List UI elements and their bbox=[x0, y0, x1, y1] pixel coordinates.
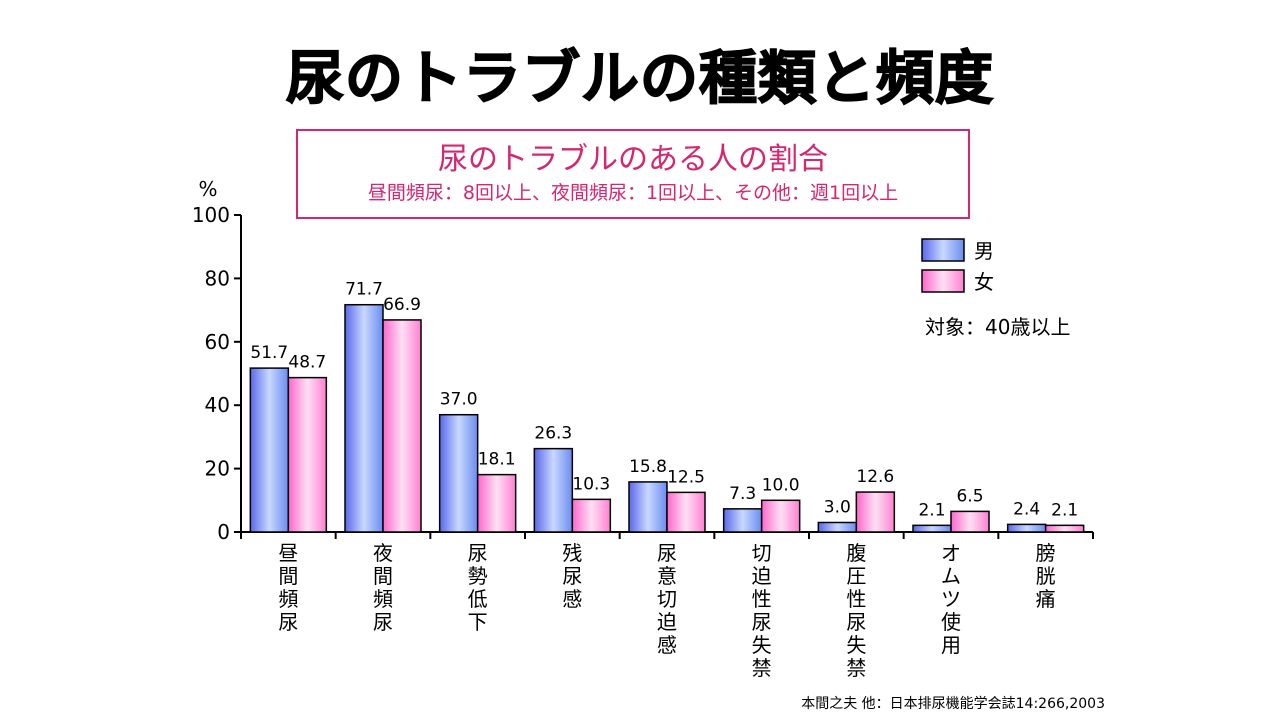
category-label-char: 痛 bbox=[1036, 587, 1056, 611]
data-label-female: 12.5 bbox=[667, 467, 705, 487]
data-label-male: 15.8 bbox=[629, 457, 667, 477]
category-label-char: 尿 bbox=[752, 610, 772, 634]
y-tick-label: 0 bbox=[217, 520, 230, 544]
category-label-char: 尿 bbox=[468, 541, 488, 565]
bar-female bbox=[571, 498, 612, 533]
data-label-male: 71.7 bbox=[345, 280, 383, 300]
category-label-char: 膀 bbox=[1036, 541, 1056, 565]
category-label-char: 性 bbox=[846, 587, 866, 611]
bar-male bbox=[533, 447, 574, 533]
data-label-female: 10.3 bbox=[572, 474, 610, 494]
category-label-char: オ bbox=[941, 541, 961, 565]
category-label-char: 間 bbox=[373, 564, 393, 588]
category-label-char: 失 bbox=[846, 633, 866, 657]
y-tick-label: 80 bbox=[205, 266, 230, 290]
bar-female bbox=[287, 376, 328, 533]
bar-female bbox=[760, 499, 801, 533]
category-label-char: 迫 bbox=[752, 564, 772, 588]
category-label-char: 感 bbox=[657, 633, 677, 657]
page-title: 尿のトラブルの種類と頻度 bbox=[285, 43, 994, 113]
y-tick-label: 20 bbox=[205, 457, 230, 481]
bar-female bbox=[1044, 524, 1085, 533]
category-label-char: 胱 bbox=[1036, 564, 1056, 588]
chart-title: 尿のトラブルのある人の割合 bbox=[438, 142, 828, 177]
category-label-char: 尿 bbox=[846, 610, 866, 634]
category-label-char: 勢 bbox=[468, 564, 488, 588]
category-label-char: 夜 bbox=[373, 541, 393, 565]
category-label-char: 尿 bbox=[562, 564, 582, 588]
bar-male bbox=[1006, 523, 1047, 533]
category-label-char: 頻 bbox=[373, 587, 393, 611]
category-label-char: 感 bbox=[562, 587, 582, 611]
bar-female bbox=[476, 473, 517, 533]
category-label-char: 迫 bbox=[657, 610, 677, 634]
category-label-char: ム bbox=[941, 564, 961, 588]
data-label-male: 37.0 bbox=[440, 390, 478, 410]
category-label-char: 頻 bbox=[278, 587, 298, 611]
category-label-char: 昼 bbox=[278, 541, 298, 565]
category-label-char: 尿 bbox=[657, 541, 677, 565]
category-label-char: 腹 bbox=[846, 541, 866, 565]
source-citation: 本間之夫 他：日本排尿機能学会誌14:266,2003 bbox=[801, 696, 1105, 712]
category-label-char: 下 bbox=[468, 610, 488, 634]
category-label-char: 性 bbox=[752, 587, 772, 611]
category-label-char: 尿 bbox=[278, 610, 298, 634]
bar-male bbox=[438, 413, 479, 533]
category-label-char: ツ bbox=[941, 587, 961, 611]
y-tick-label: 60 bbox=[205, 330, 230, 354]
bar-male bbox=[628, 481, 668, 533]
data-label-female: 10.0 bbox=[762, 475, 800, 495]
legend-label-female: 女 bbox=[974, 270, 994, 294]
bar-female bbox=[855, 491, 896, 533]
category-label-char: 意 bbox=[657, 564, 677, 588]
category-label-char: 切 bbox=[752, 541, 772, 565]
category-label-char: 間 bbox=[278, 564, 298, 588]
category-label-char: 圧 bbox=[846, 564, 866, 588]
data-label-female: 66.9 bbox=[383, 295, 421, 315]
category-label-char: 切 bbox=[657, 587, 677, 611]
y-tick-label: 100 bbox=[192, 203, 230, 227]
chart-note: 昼間頻尿：8回以上、夜間頻尿：1回以上、その他：週1回以上 bbox=[367, 182, 899, 204]
data-label-male: 26.3 bbox=[534, 424, 572, 444]
bar-male bbox=[817, 521, 858, 533]
chart-annotation: 対象：40歳以上 bbox=[925, 315, 1070, 339]
data-label-female: 2.1 bbox=[1051, 500, 1078, 520]
bar-male bbox=[249, 367, 290, 533]
data-label-female: 6.5 bbox=[956, 486, 983, 506]
y-axis-unit-label: % bbox=[198, 177, 217, 201]
chart-subtitle-box: 尿のトラブルのある人の割合 昼間頻尿：8回以上、夜間頻尿：1回以上、その他：週1… bbox=[296, 129, 970, 219]
category-label-char: 禁 bbox=[846, 656, 866, 680]
bar-female bbox=[666, 491, 706, 533]
bar-male bbox=[344, 303, 384, 533]
category-label-char: 残 bbox=[562, 541, 582, 565]
legend-swatch-female bbox=[921, 269, 965, 293]
legend-swatch-male bbox=[921, 238, 965, 262]
data-label-female: 18.1 bbox=[478, 450, 516, 470]
category-label-char: 使 bbox=[941, 610, 961, 634]
data-label-male: 2.4 bbox=[1013, 499, 1040, 519]
category-label-char: 失 bbox=[752, 633, 772, 657]
bar-female bbox=[950, 510, 990, 533]
data-label-male: 51.7 bbox=[250, 343, 288, 363]
category-label-char: 低 bbox=[468, 587, 488, 611]
data-label-female: 48.7 bbox=[288, 353, 326, 373]
bar-male bbox=[722, 508, 763, 533]
bar-male bbox=[912, 524, 952, 533]
category-label-char: 用 bbox=[941, 633, 961, 657]
legend-label-male: 男 bbox=[974, 239, 994, 263]
data-label-male: 7.3 bbox=[729, 484, 756, 504]
category-label-char: 禁 bbox=[752, 656, 772, 680]
data-label-male: 2.1 bbox=[918, 500, 945, 520]
data-label-female: 12.6 bbox=[856, 467, 894, 487]
y-tick-label: 40 bbox=[205, 393, 230, 417]
category-label-char: 尿 bbox=[373, 610, 393, 634]
bar-female bbox=[382, 319, 422, 533]
data-label-male: 3.0 bbox=[824, 497, 851, 517]
